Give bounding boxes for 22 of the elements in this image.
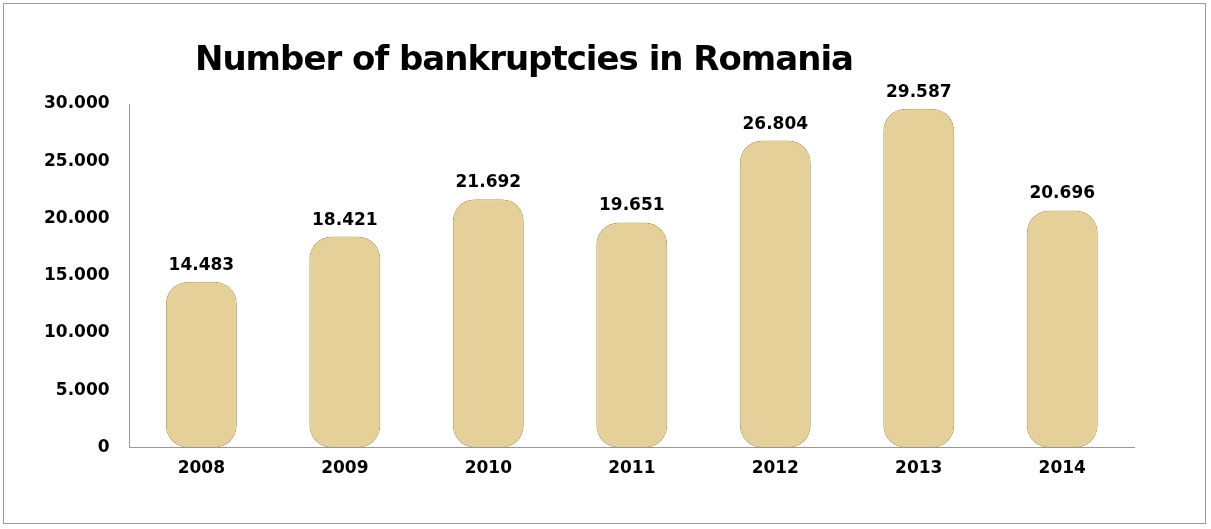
data-label: 21.692 <box>455 171 522 192</box>
x-tick-label: 2008 <box>177 457 226 478</box>
y-tick-label: 10.000 <box>43 321 110 342</box>
y-tick-label: 25.000 <box>43 149 110 170</box>
y-tick-label: 30.000 <box>43 92 110 113</box>
data-label: 18.421 <box>312 208 378 229</box>
x-tick-label: 2009 <box>321 457 369 478</box>
x-tick-label: 2011 <box>608 457 656 478</box>
y-tick-label: 20.000 <box>43 206 110 227</box>
data-label: 19.651 <box>599 194 665 215</box>
x-tick-label: 2014 <box>1038 457 1087 478</box>
x-tick-label: 2013 <box>895 457 943 478</box>
y-tick-label: 15.000 <box>43 264 110 285</box>
data-label: 14.483 <box>168 253 235 274</box>
data-label: 29.587 <box>885 80 952 101</box>
data-label: 26.804 <box>742 112 809 133</box>
data-label: 20.696 <box>1029 182 1096 203</box>
y-tick-label: 5.000 <box>55 378 110 399</box>
chart-title: Number of bankruptcies in Romania <box>193 38 855 78</box>
x-tick-label: 2012 <box>751 457 799 478</box>
y-tick-label: 0 <box>97 436 110 457</box>
x-tick-label: 2010 <box>464 457 513 478</box>
